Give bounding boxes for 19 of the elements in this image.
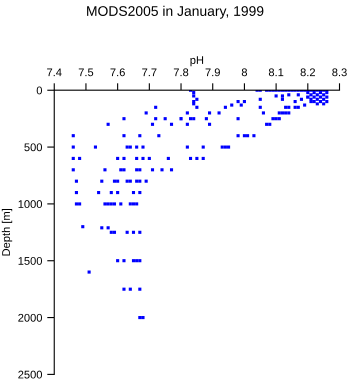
y-tick-label: 500: [24, 143, 42, 152]
chart-title: MODS2005 in January, 1999: [87, 6, 264, 19]
x-axis-title: pH: [190, 56, 204, 66]
y-axis-title: Depth [m]: [2, 209, 12, 256]
x-tick-label: 7.6: [110, 68, 125, 76]
y-tick-label: 0: [36, 86, 42, 94]
x-tick-label: 8.2: [300, 68, 315, 76]
y-tick-label: 1000: [18, 200, 42, 208]
y-tick-label: 2500: [18, 370, 42, 379]
x-tick-label: 7.8: [174, 68, 188, 76]
x-tick-label: 8.3: [332, 68, 347, 76]
y-tick-label: 2000: [18, 314, 42, 322]
x-tick-label: 7.7: [142, 68, 156, 76]
y-tick-label: 1500: [18, 257, 42, 265]
x-tick-label: 8.1: [268, 68, 284, 76]
x-tick-label: 7.4: [47, 68, 62, 76]
x-tick-label: 7.5: [78, 68, 94, 76]
x-tick-label: 7.9: [206, 68, 220, 76]
x-tick-label: 8: [242, 68, 248, 76]
